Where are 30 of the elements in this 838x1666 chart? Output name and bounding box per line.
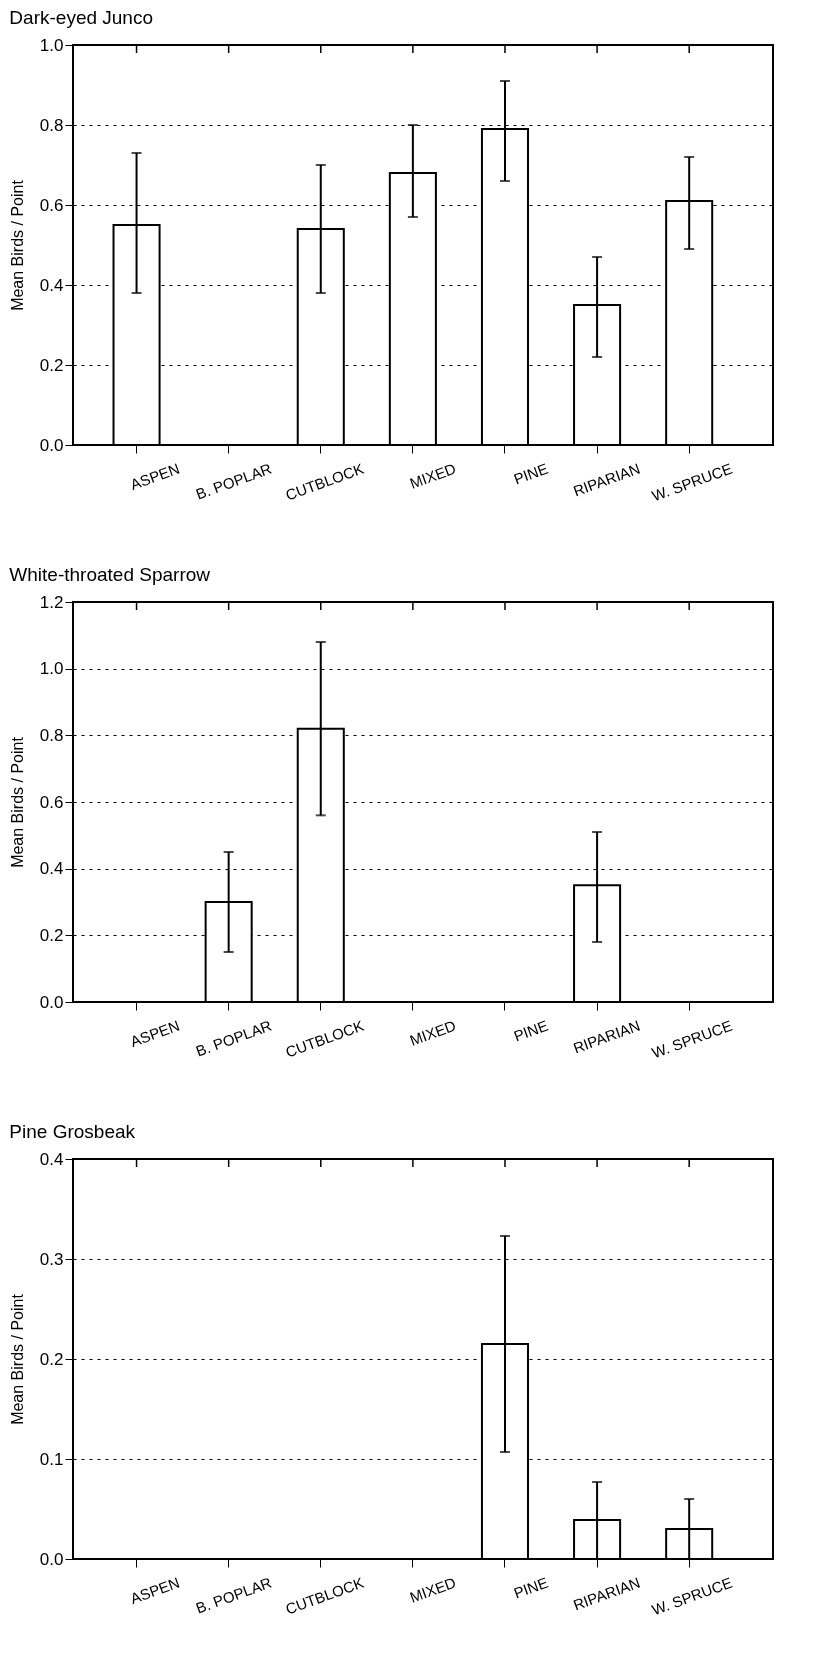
y-tick-label: 0.4 bbox=[39, 859, 64, 879]
y-tick-label: 0.4 bbox=[39, 1149, 64, 1169]
x-tick-label: PINE bbox=[511, 1573, 551, 1602]
y-tick-label: 0.1 bbox=[39, 1449, 64, 1469]
y-tick-label: 0.2 bbox=[39, 925, 64, 945]
y-tick-label: 0.4 bbox=[39, 275, 64, 295]
y-tick-label: 1.0 bbox=[39, 659, 64, 679]
x-tick-label: MIXED bbox=[407, 1016, 459, 1049]
y-tick-label: 0.8 bbox=[39, 115, 64, 135]
x-tick-label: MIXED bbox=[407, 459, 459, 492]
x-tick-label: MIXED bbox=[407, 1573, 459, 1606]
y-axis-title: Mean Birds / Point bbox=[8, 179, 26, 311]
chart-title: Pine Grosbeak bbox=[9, 1121, 136, 1142]
y-tick-label: 1.0 bbox=[39, 35, 64, 55]
y-tick-label: 0.0 bbox=[39, 435, 64, 455]
chart-title: White-throated Sparrow bbox=[9, 564, 211, 585]
x-tick-label: PINE bbox=[511, 1016, 551, 1045]
y-tick-label: 0.0 bbox=[39, 1549, 64, 1569]
y-axis-title: Mean Birds / Point bbox=[8, 1293, 26, 1425]
y-tick-label: 0.2 bbox=[39, 1349, 64, 1369]
y-axis-title: Mean Birds / Point bbox=[8, 736, 26, 868]
y-tick-label: 0.6 bbox=[39, 792, 64, 812]
y-tick-label: 1.2 bbox=[39, 592, 64, 612]
y-tick-label: 0.3 bbox=[39, 1249, 64, 1269]
y-tick-label: 0.2 bbox=[39, 355, 64, 375]
chart-title: Dark-eyed Junco bbox=[9, 7, 153, 28]
y-tick-label: 0.6 bbox=[39, 195, 64, 215]
y-tick-label: 0.8 bbox=[39, 725, 64, 745]
y-tick-label: 0.0 bbox=[39, 992, 64, 1012]
x-tick-label: PINE bbox=[511, 459, 551, 488]
